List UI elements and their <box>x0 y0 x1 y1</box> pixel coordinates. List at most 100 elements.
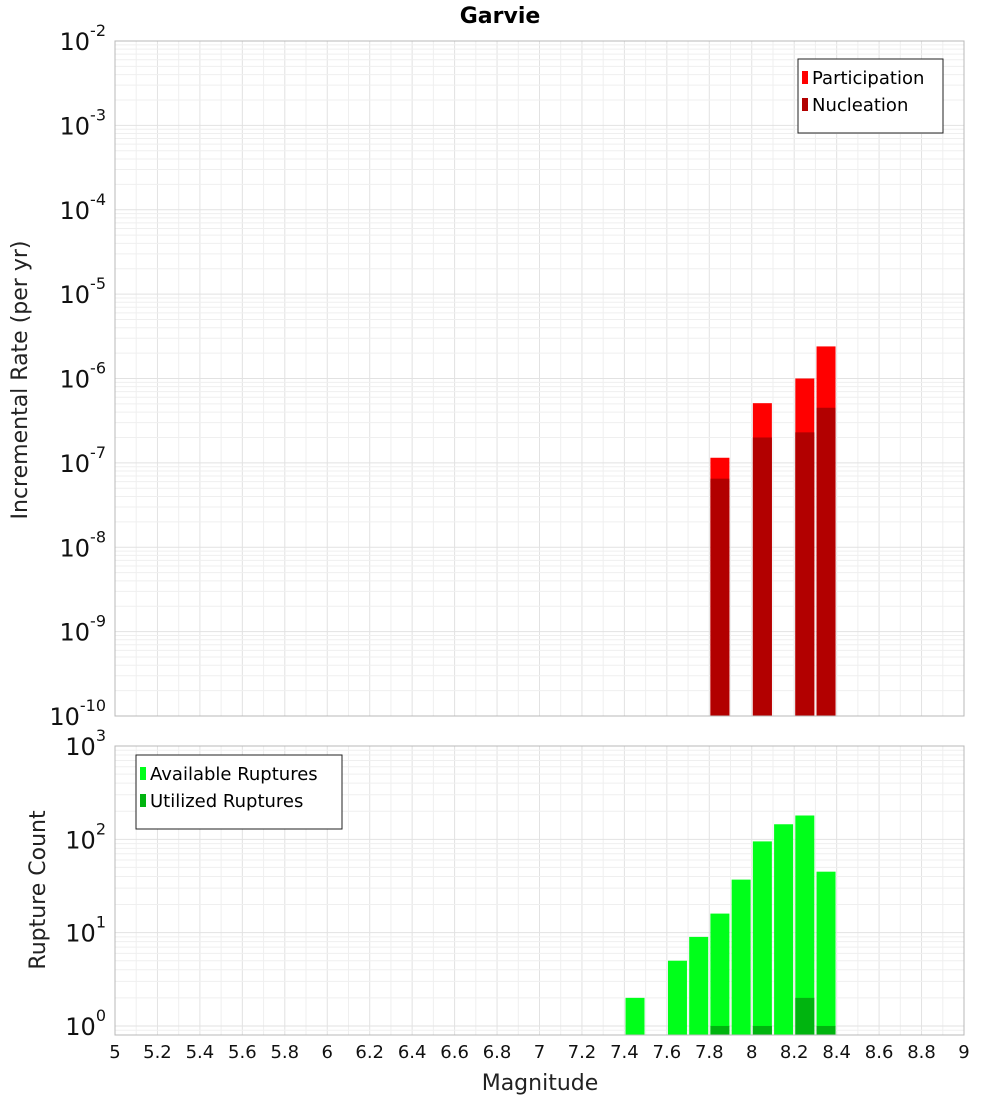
bar-utilized-ruptures <box>816 1025 836 1035</box>
bottom-legend: Available Ruptures Utilized Ruptures <box>135 754 343 830</box>
top-grid <box>114 40 965 717</box>
legend-box <box>797 58 944 134</box>
y-tick-label: 100 <box>65 1006 106 1041</box>
bar-available-ruptures <box>667 960 687 1035</box>
x-tick-label: 9 <box>958 1042 969 1063</box>
bar-available-ruptures <box>625 997 645 1035</box>
top-plot-border <box>114 40 965 717</box>
x-tick-label: 8 <box>746 1042 757 1063</box>
bottom-y-axis-label: Rupture Count <box>26 810 51 970</box>
y-tick-exponent: -7 <box>90 443 106 462</box>
y-tick-base: 10 <box>65 1013 96 1041</box>
bar-nucleation <box>795 432 815 716</box>
bottom-bars <box>625 815 836 1035</box>
y-tick-base: 10 <box>60 112 91 140</box>
x-tick-labels: 5 5.2 5.4 5.6 5.8 6 6.2 6.4 6.6 6.8 7 7.2 7.4 7.6 7.8 8… <box>109 1042 969 1063</box>
y-tick-exponent: -4 <box>90 190 106 209</box>
x-axis-label: Magnitude <box>482 1071 599 1096</box>
y-tick-exponent: 0 <box>96 1006 106 1025</box>
y-tick-label: 10-2 <box>60 21 107 56</box>
y-tick-exponent: -3 <box>90 105 106 124</box>
legend-swatch <box>140 794 146 807</box>
x-tick-label: 7 <box>534 1042 545 1063</box>
y-tick-exponent: 1 <box>96 913 106 932</box>
y-tick-base: 10 <box>60 366 91 394</box>
legend-swatch <box>140 767 146 780</box>
bottom-plot-border <box>114 745 965 1036</box>
y-tick-exponent: -6 <box>90 359 106 378</box>
legend-box <box>135 754 343 830</box>
y-tick-exponent: -10 <box>80 696 106 715</box>
top-y-tick-labels: 10-210-310-410-510-610-710-810-910-10 <box>49 21 106 731</box>
legend-entry: Nucleation <box>812 95 908 116</box>
y-tick-base: 10 <box>60 450 91 478</box>
y-tick-exponent: -5 <box>90 274 106 293</box>
bar-available-ruptures <box>710 913 730 1035</box>
y-tick-label: 10-5 <box>60 274 107 309</box>
y-tick-label: 102 <box>65 819 106 854</box>
y-tick-base: 10 <box>60 197 91 225</box>
y-tick-base: 10 <box>60 28 91 56</box>
y-tick-label: 10-8 <box>60 527 107 562</box>
y-tick-exponent: -8 <box>90 527 106 546</box>
y-tick-base: 10 <box>65 920 96 948</box>
x-tick-label: 6 <box>322 1042 333 1063</box>
legend-swatch <box>802 71 808 84</box>
y-tick-label: 10-3 <box>60 105 107 140</box>
y-tick-base: 10 <box>65 733 96 761</box>
bar-available-ruptures <box>795 815 815 1035</box>
bar-available-ruptures <box>774 824 794 1035</box>
y-tick-label: 103 <box>65 726 106 761</box>
x-tick-label: 6.4 <box>398 1042 427 1063</box>
y-tick-label: 10-6 <box>60 359 107 394</box>
x-tick-label: 7.8 <box>695 1042 724 1063</box>
top-panel: 10-210-310-410-510-610-710-810-910-10 In… <box>8 21 965 731</box>
bar-utilized-ruptures <box>795 997 815 1035</box>
y-tick-label: 10-10 <box>49 696 106 731</box>
x-tick-label: 5.4 <box>186 1042 215 1063</box>
bar-utilized-ruptures <box>710 1025 730 1035</box>
y-tick-base: 10 <box>49 703 80 731</box>
x-tick-label: 7.2 <box>568 1042 597 1063</box>
top-y-axis-label: Incremental Rate (per yr) <box>8 241 33 520</box>
x-tick-label: 6.8 <box>483 1042 512 1063</box>
y-tick-base: 10 <box>60 281 91 309</box>
bar-nucleation <box>752 437 772 716</box>
legend-entry: Utilized Ruptures <box>150 791 303 812</box>
x-tick-label: 5.6 <box>228 1042 257 1063</box>
legend-entry: Participation <box>812 68 924 89</box>
bar-nucleation <box>816 407 836 716</box>
x-tick-label: 6.2 <box>355 1042 384 1063</box>
y-tick-label: 10-7 <box>60 443 107 478</box>
x-tick-label: 8.4 <box>822 1042 851 1063</box>
y-tick-exponent: -9 <box>90 612 106 631</box>
bar-available-ruptures <box>816 871 836 1035</box>
x-tick-label: 7.6 <box>653 1042 682 1063</box>
legend-entry: Available Ruptures <box>150 764 318 785</box>
y-tick-exponent: -2 <box>90 21 106 40</box>
x-tick-label: 5.8 <box>270 1042 299 1063</box>
chart-title: Garvie <box>460 4 541 29</box>
x-tick-label: 5 <box>109 1042 120 1063</box>
top-bars <box>710 346 836 716</box>
top-legend: Participation Nucleation <box>797 58 944 134</box>
x-tick-label: 8.8 <box>907 1042 936 1063</box>
y-tick-base: 10 <box>65 826 96 854</box>
x-tick-label: 6.6 <box>440 1042 469 1063</box>
bar-nucleation <box>710 478 730 716</box>
x-tick-label: 5.2 <box>143 1042 172 1063</box>
y-tick-base: 10 <box>60 534 91 562</box>
x-tick-label: 7.4 <box>610 1042 639 1063</box>
y-tick-label: 101 <box>65 913 106 948</box>
y-tick-base: 10 <box>60 619 91 647</box>
bar-available-ruptures <box>689 936 709 1035</box>
x-tick-label: 8.6 <box>865 1042 894 1063</box>
bar-utilized-ruptures <box>752 1025 772 1035</box>
bar-available-ruptures <box>731 879 751 1035</box>
x-tick-label: 8.2 <box>780 1042 809 1063</box>
y-tick-label: 10-4 <box>60 190 107 225</box>
legend-swatch <box>802 98 808 111</box>
y-tick-label: 10-9 <box>60 612 107 647</box>
